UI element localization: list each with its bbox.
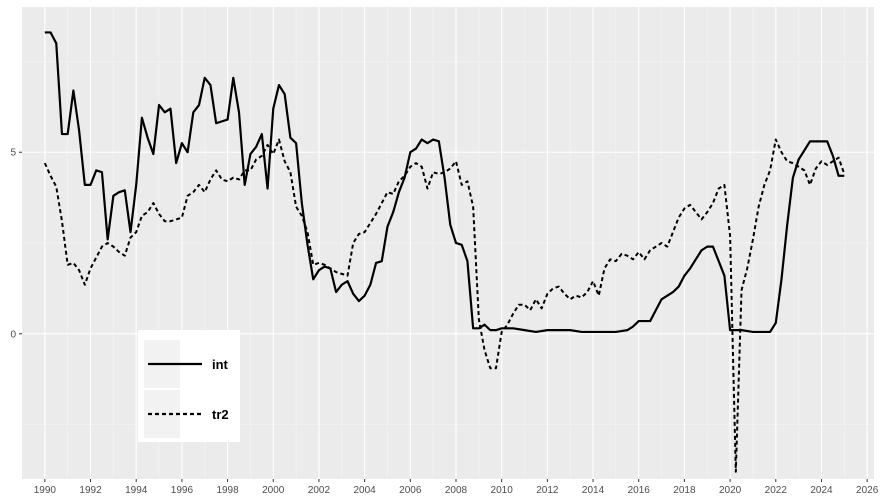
x-tick-label: 1996 [171,485,194,496]
x-tick-label: 2012 [536,485,559,496]
legend: int tr2 [138,330,240,442]
x-tick-label: 2020 [719,485,742,496]
x-tick-label: 2018 [673,485,696,496]
y-tick-label: 5 [10,148,16,159]
x-tick-label: 2026 [856,485,879,496]
x-axis: 1990 1992 1994 1996 1998 2000 2002 2004 2006 2008… [34,479,879,496]
series-layer [43,31,846,473]
x-tick-label: 2000 [262,485,285,496]
x-tick-label: 2010 [491,485,514,496]
x-tick-label: 1994 [125,485,148,496]
series-line-tr2 [43,138,846,473]
x-tick-label: 2022 [765,485,788,496]
x-tick-label: 2008 [445,485,468,496]
minor-gridlines [22,7,874,479]
x-tick-label: 2006 [399,485,422,496]
x-tick-label: 1998 [216,485,239,496]
x-tick-label: 2014 [582,485,605,496]
series-line-int [44,31,845,334]
y-axis: 05 [10,148,22,340]
x-tick-label: 2024 [810,485,833,496]
x-tick-label: 1990 [34,485,57,496]
legend-label-tr2: tr2 [212,407,229,422]
x-tick-label: 2004 [354,485,377,496]
x-tick-label: 2002 [308,485,331,496]
x-tick-label: 1992 [79,485,102,496]
y-tick-label: 0 [10,329,16,340]
legend-label-int: int [212,357,229,372]
x-tick-label: 2016 [628,485,651,496]
